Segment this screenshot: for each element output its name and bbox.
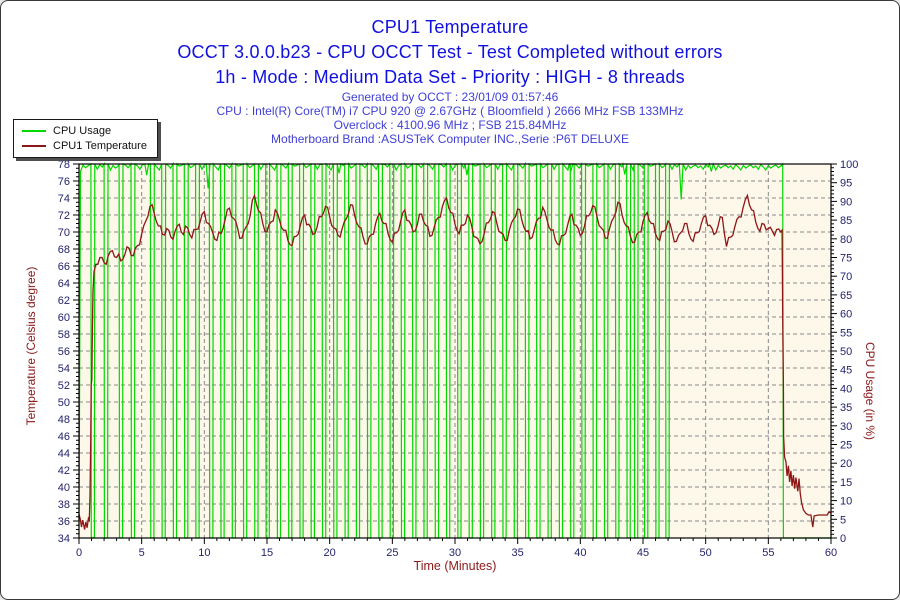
- x-tick-label: 40: [574, 547, 586, 559]
- y-left-tick-label: 76: [58, 176, 70, 188]
- temperature-line: [78, 193, 832, 530]
- y-left-tick-label: 62: [58, 295, 70, 307]
- legend-item-cpu1-temperature: CPU1 Temperature: [22, 138, 147, 153]
- x-tick-label: 0: [76, 547, 82, 559]
- y-right-tick-label: 5: [840, 514, 846, 526]
- y-left-tick-label: 66: [58, 261, 70, 273]
- y-left-tick-label: 74: [58, 193, 70, 205]
- y-right-tick-label: 80: [840, 234, 852, 246]
- y-left-tick-label: 70: [58, 227, 70, 239]
- y-right-tick-label: 20: [840, 458, 852, 470]
- y-left-tick-label: 58: [58, 329, 70, 341]
- x-axis-title: Time (Minutes): [413, 559, 497, 573]
- legend-label-cpu-usage: CPU Usage: [53, 124, 112, 137]
- overclock-info-line: Overclock : 4100.96 MHz ; FSB 215.84MHz: [333, 118, 567, 132]
- cpu-usage-line-swatch: [22, 129, 46, 132]
- y-right-tick-label: 90: [840, 196, 852, 208]
- test-mode-subtitle: 1h - Mode : Medium Data Set - Priority :…: [215, 67, 685, 87]
- x-tick-label: 20: [324, 547, 336, 559]
- cpu-info-line: CPU : Intel(R) Core(TM) i7 CPU 920 @ 2.6…: [216, 104, 684, 118]
- x-tick-label: 30: [449, 547, 461, 559]
- x-tick-label: 60: [825, 547, 837, 559]
- chart-legend: CPU Usage CPU1 Temperature: [13, 119, 158, 158]
- legend-label-cpu1-temperature: CPU1 Temperature: [53, 139, 147, 152]
- temperature-line-swatch: [22, 144, 46, 147]
- x-tick-label: 50: [700, 547, 712, 559]
- y-right-tick-label: 60: [840, 309, 852, 321]
- y-right-tick-label: 10: [840, 496, 852, 508]
- y-left-tick-label: 36: [58, 516, 70, 528]
- y-right-tick-label: 15: [840, 477, 852, 489]
- y-left-tick-label: 42: [58, 465, 70, 477]
- y-left-tick-label: 56: [58, 346, 70, 358]
- y-left-tick-label: 44: [58, 448, 70, 460]
- y-left-tick-label: 50: [58, 397, 70, 409]
- y-right-tick-label: 30: [840, 421, 852, 433]
- report-header: CPU1 Temperature OCCT 3.0.0.b23 - CPU OC…: [1, 15, 899, 146]
- x-tick-label: 55: [762, 547, 774, 559]
- x-tick-label: 10: [198, 547, 210, 559]
- y-left-tick-label: 48: [58, 414, 70, 426]
- y-left-tick-label: 46: [58, 431, 70, 443]
- test-result-subtitle: OCCT 3.0.0.b23 - CPU OCCT Test - Test Co…: [177, 42, 723, 62]
- motherboard-info-line: Motherboard Brand :ASUSTeK Computer INC.…: [271, 132, 629, 146]
- y-right-tick-label: 95: [840, 178, 852, 190]
- y-left-tick-label: 68: [58, 244, 70, 256]
- y-left-tick-label: 52: [58, 380, 70, 392]
- legend-item-cpu-usage: CPU Usage: [22, 123, 147, 138]
- x-tick-label: 25: [386, 547, 398, 559]
- y-right-tick-label: 35: [840, 402, 852, 414]
- y-left-tick-label: 40: [58, 482, 70, 494]
- y-right-tick-label: 50: [840, 346, 852, 358]
- x-tick-label: 45: [637, 547, 649, 559]
- y-left-tick-label: 38: [58, 499, 70, 511]
- y-right-tick-label: 65: [840, 290, 852, 302]
- y-right-tick-label: 85: [840, 215, 852, 227]
- y-left-tick-label: 60: [58, 312, 70, 324]
- y-left-tick-label: 64: [58, 278, 70, 290]
- y-left-tick-label: 34: [58, 533, 70, 545]
- y-right-tick-label: 45: [840, 365, 852, 377]
- y-right-tick-label: 100: [840, 159, 858, 171]
- generated-line: Generated by OCCT : 23/01/09 01:57:46: [341, 90, 559, 104]
- x-tick-label: 15: [261, 547, 273, 559]
- y-right-tick-label: 25: [840, 440, 852, 452]
- y-right-tick-label: 75: [840, 253, 852, 265]
- y-left-tick-label: 72: [58, 210, 70, 222]
- y-right-tick-label: 40: [840, 383, 852, 395]
- y-right-tick-label: 70: [840, 271, 852, 283]
- y-left-axis-title: Temperature (Celsius degree): [24, 266, 38, 426]
- page-title: CPU1 Temperature: [371, 17, 529, 37]
- y-right-tick-label: 55: [840, 327, 852, 339]
- y-left-tick-label: 54: [58, 363, 70, 375]
- y-right-tick-label: 0: [840, 533, 846, 545]
- x-tick-label: 35: [512, 547, 524, 559]
- y-left-tick-label: 78: [58, 159, 70, 171]
- x-tick-label: 5: [139, 547, 145, 559]
- y-right-axis-title: CPU Usage (in %): [863, 341, 877, 441]
